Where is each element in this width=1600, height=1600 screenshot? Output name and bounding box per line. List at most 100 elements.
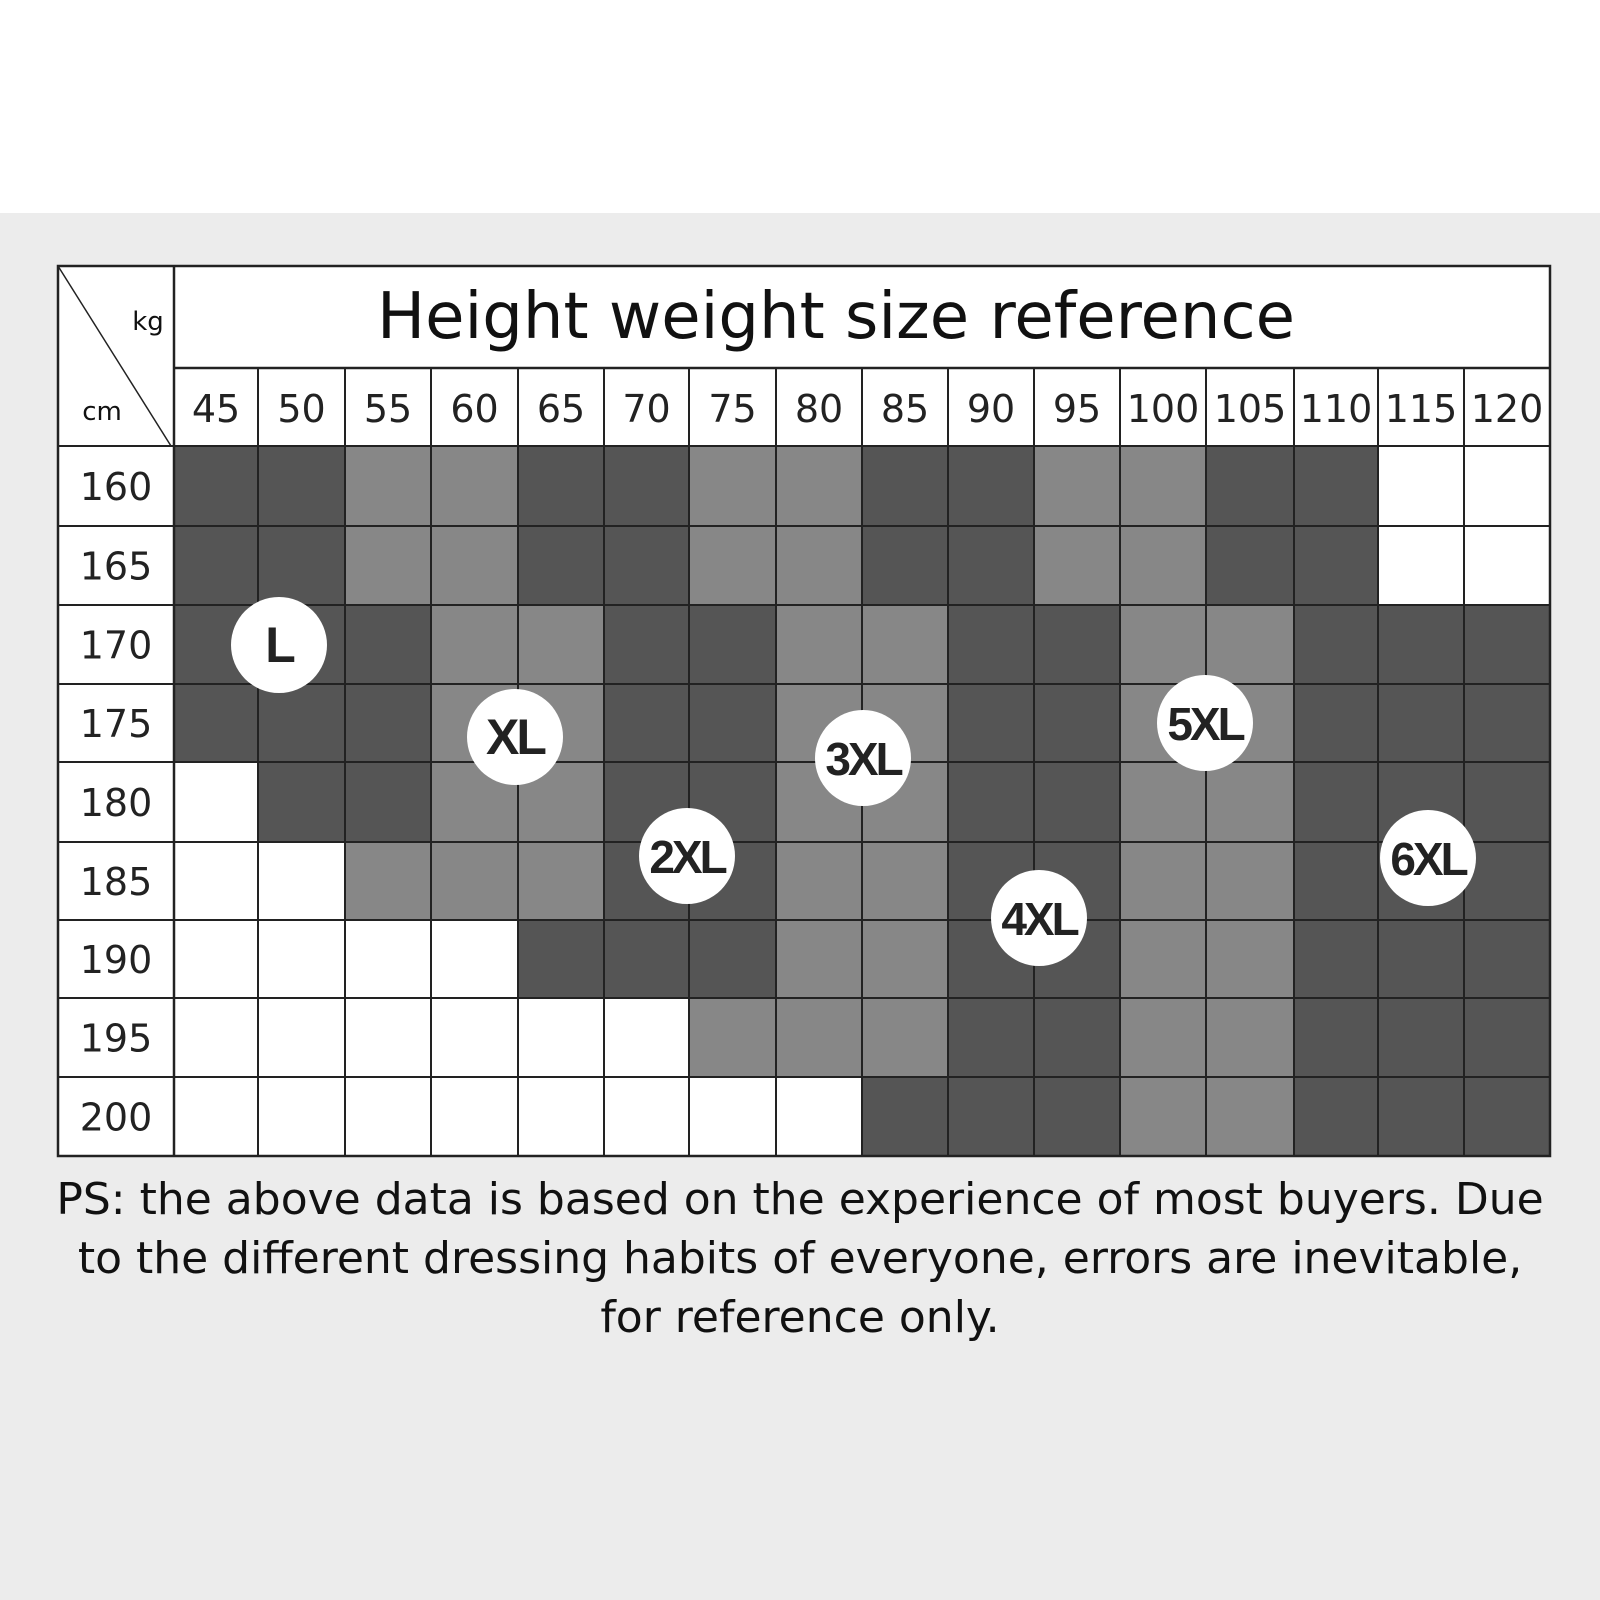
size-cell-165-60 <box>431 526 518 605</box>
x-tick-label-45: 45 <box>192 387 240 431</box>
size-cell-165-80 <box>776 526 862 605</box>
size-cell-165-55 <box>345 526 431 605</box>
size-badge-label: 3XL <box>825 733 902 785</box>
size-cell-195-55 <box>345 998 431 1077</box>
size-cell-190-75 <box>689 920 776 998</box>
size-badge-circle <box>1157 675 1253 771</box>
y-header-cell-160 <box>58 446 174 526</box>
footnote-line-2: to the different dressing habits of ever… <box>77 1233 1523 1284</box>
size-badge-circle <box>231 597 327 693</box>
header-layer: kg cm Height weight size reference <box>57 265 1550 447</box>
size-cell-180-55 <box>345 762 431 842</box>
cell-layer <box>174 446 1550 1156</box>
size-badge-label: 2XL <box>649 831 726 883</box>
size-cell-180-110 <box>1294 762 1378 842</box>
size-cell-190-45 <box>174 920 258 998</box>
size-cell-200-110 <box>1294 1077 1378 1156</box>
size-cell-190-50 <box>258 920 345 998</box>
x-tick-label-100: 100 <box>1127 387 1200 431</box>
size-cell-185-55 <box>345 842 431 920</box>
size-cell-175-75 <box>689 684 776 762</box>
size-badge-6xl: 6XL <box>1380 810 1476 906</box>
y-tick-label-170: 170 <box>80 624 153 668</box>
x-header-cell-70 <box>604 368 689 446</box>
y-tick-label-165: 165 <box>80 545 153 589</box>
size-badge-label: 4XL <box>1001 893 1078 945</box>
size-cell-160-60 <box>431 446 518 526</box>
size-cell-175-50 <box>258 684 345 762</box>
x-tick-label-75: 75 <box>708 387 756 431</box>
size-cell-200-100 <box>1120 1077 1206 1156</box>
x-tick-label-110: 110 <box>1300 387 1373 431</box>
y-header-cell-195 <box>58 998 174 1077</box>
size-badge-5xl: 5XL <box>1157 675 1253 771</box>
size-badge-label: L <box>265 617 294 673</box>
size-cell-185-65 <box>518 842 604 920</box>
x-header-cell-85 <box>862 368 948 446</box>
x-header-cell-80 <box>776 368 862 446</box>
size-cell-185-110 <box>1294 842 1378 920</box>
size-cell-195-50 <box>258 998 345 1077</box>
size-cell-190-120 <box>1464 920 1550 998</box>
size-cell-160-70 <box>604 446 689 526</box>
size-badge-4xl: 4XL <box>991 870 1087 966</box>
y-tick-label-175: 175 <box>80 702 153 746</box>
size-cell-180-100 <box>1120 762 1206 842</box>
size-badge-2xl: 2XL <box>639 808 735 904</box>
x-tick-label-115: 115 <box>1385 387 1458 431</box>
size-cell-200-90 <box>948 1077 1034 1156</box>
size-cell-165-95 <box>1034 526 1120 605</box>
x-tick-label-95: 95 <box>1053 387 1101 431</box>
size-cell-175-115 <box>1378 684 1464 762</box>
x-header-cell-95 <box>1034 368 1120 446</box>
size-cell-175-120 <box>1464 684 1550 762</box>
y-header-cell-175 <box>58 684 174 762</box>
size-cell-175-55 <box>345 684 431 762</box>
size-cell-185-45 <box>174 842 258 920</box>
x-header-cell-45 <box>174 368 258 446</box>
size-cell-170-115 <box>1378 605 1464 684</box>
size-cell-190-70 <box>604 920 689 998</box>
size-cell-160-95 <box>1034 446 1120 526</box>
size-badge-l: L <box>231 597 327 693</box>
size-cell-195-45 <box>174 998 258 1077</box>
size-cell-170-90 <box>948 605 1034 684</box>
chart-title: Height weight size reference <box>377 280 1295 354</box>
x-tick-label-105: 105 <box>1214 387 1287 431</box>
x-tick-label-50: 50 <box>277 387 325 431</box>
y-header-cell-165 <box>58 526 174 605</box>
size-cell-185-105 <box>1206 842 1294 920</box>
size-cell-200-115 <box>1378 1077 1464 1156</box>
size-badges: L XL 2XL 3XL 4XL 5XL 6XL <box>231 597 1476 966</box>
size-cell-195-65 <box>518 998 604 1077</box>
x-header-cell-115 <box>1378 368 1464 446</box>
y-header-cell-200 <box>58 1077 174 1156</box>
y-unit-label: cm <box>82 397 122 427</box>
x-unit-label: kg <box>132 307 164 337</box>
size-cell-190-65 <box>518 920 604 998</box>
size-cell-165-100 <box>1120 526 1206 605</box>
size-cell-185-60 <box>431 842 518 920</box>
size-cell-170-60 <box>431 605 518 684</box>
size-cell-180-120 <box>1464 762 1550 842</box>
size-cell-170-120 <box>1464 605 1550 684</box>
size-cell-180-90 <box>948 762 1034 842</box>
x-tick-labels: 45 50 55 60 65 70 75 80 85 90 95 100 105 110 115 120 <box>174 368 1550 446</box>
size-cell-190-110 <box>1294 920 1378 998</box>
size-cell-190-85 <box>862 920 948 998</box>
x-header-cell-60 <box>431 368 518 446</box>
y-tick-labels: 160 165 170 175 180 185 190 195 200 <box>58 446 174 1156</box>
size-badge-3xl: 3XL <box>815 710 911 806</box>
size-cell-200-65 <box>518 1077 604 1156</box>
size-cell-200-70 <box>604 1077 689 1156</box>
size-cell-185-80 <box>776 842 862 920</box>
size-cell-200-60 <box>431 1077 518 1156</box>
x-header-cell-65 <box>518 368 604 446</box>
y-header-cell-190 <box>58 920 174 998</box>
size-cell-175-95 <box>1034 684 1120 762</box>
size-cell-170-65 <box>518 605 604 684</box>
size-cell-200-105 <box>1206 1077 1294 1156</box>
size-cell-175-70 <box>604 684 689 762</box>
size-cell-195-90 <box>948 998 1034 1077</box>
size-cell-175-90 <box>948 684 1034 762</box>
